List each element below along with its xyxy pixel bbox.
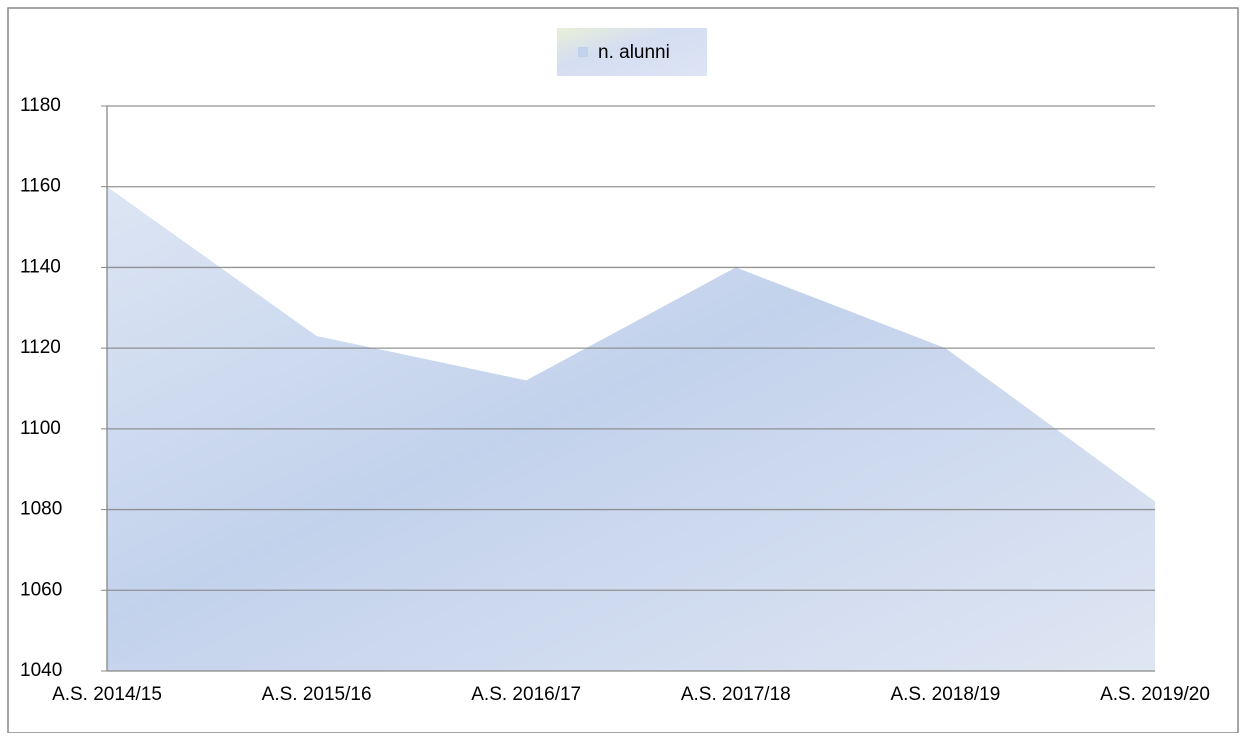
x-tick-label: A.S. 2015/16 [262, 684, 372, 705]
y-tick-label: 1100 [20, 418, 61, 439]
x-tick-label: A.S. 2019/20 [1100, 684, 1210, 705]
legend-swatch [578, 47, 588, 57]
x-tick-label: A.S. 2016/17 [471, 684, 581, 705]
y-tick-label: 1040 [20, 660, 62, 681]
x-tick-label: A.S. 2018/19 [890, 684, 1000, 705]
x-tick-label: A.S. 2017/18 [681, 684, 791, 705]
y-tick-label: 1140 [20, 256, 61, 277]
y-tick-label: 1120 [20, 337, 61, 358]
x-tick-label: A.S. 2014/15 [52, 684, 162, 705]
y-tick-label: 1160 [20, 176, 61, 197]
y-tick-label: 1080 [20, 499, 62, 520]
y-tick-label: 1180 [20, 95, 61, 116]
y-tick-label: 1060 [20, 579, 62, 600]
legend-label: n. alunni [598, 42, 670, 63]
